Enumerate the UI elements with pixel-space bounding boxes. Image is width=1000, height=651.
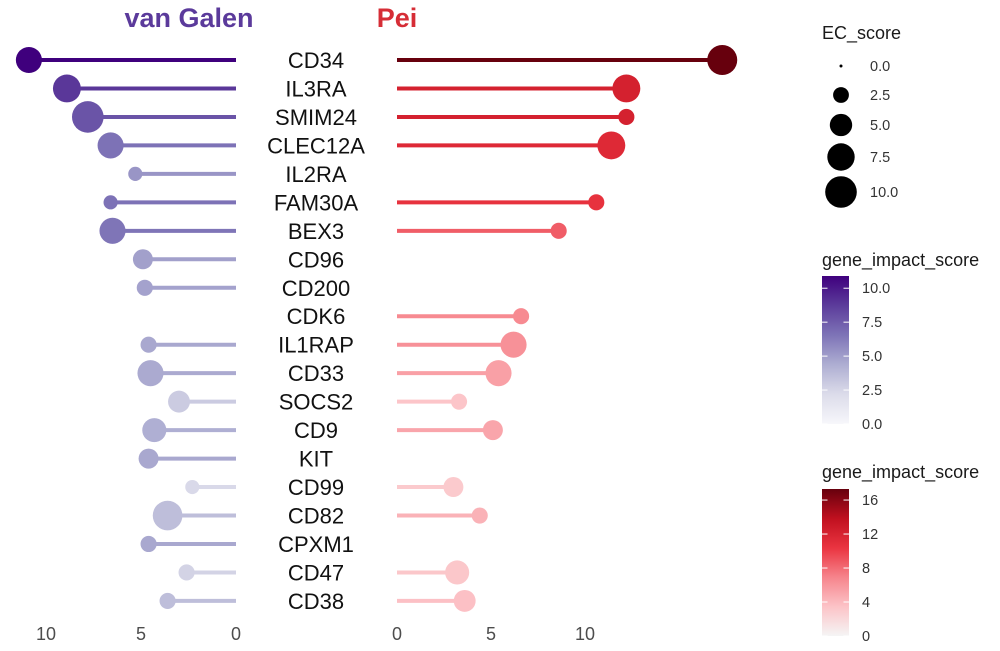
dot-van-galen-kit [138, 448, 159, 469]
legend-colorbar-label: 16 [862, 493, 878, 509]
dot-van-galen-il1rap [140, 336, 157, 353]
legend-colorbar-label: 0.0 [862, 417, 882, 433]
dot-pei-cd33 [485, 360, 512, 387]
gene-label-cd9: CD9 [294, 418, 338, 443]
legend-ec-score-key [825, 176, 857, 208]
dot-van-galen-bex3 [99, 217, 126, 244]
gene-label-cd99: CD99 [288, 475, 344, 500]
legend-gene-impact-score-van-galen: gene_impact_score 0.0 2.5 5.0 7.5 10.0 [822, 250, 979, 433]
dot-pei-cd9 [482, 420, 503, 441]
legend-title-gene-impact-score: gene_impact_score [822, 250, 979, 271]
legend-ec-score-label: 0.0 [870, 59, 890, 75]
dot-van-galen-smim24 [71, 101, 104, 133]
legend-title-gene-impact-score: gene_impact_score [822, 462, 979, 483]
legend-ec-score: EC_score 0.0 2.5 5.0 7.5 10.0 [822, 23, 901, 208]
legend-colorbar-label: 8 [862, 561, 870, 577]
dot-van-galen-cd9 [142, 418, 167, 443]
gene-label-kit: KIT [299, 447, 333, 472]
dot-pei-smim24 [618, 108, 635, 126]
legend-colorbar-label: 5.0 [862, 349, 882, 365]
dot-van-galen-il3ra [52, 74, 81, 103]
gene-label-il2ra: IL2RA [285, 162, 346, 187]
dot-pei-cd34 [707, 45, 738, 75]
gene-label-clec12a: CLEC12A [267, 133, 365, 158]
dot-pei-socs2 [450, 393, 468, 410]
legend-gene-impact-score-pei: gene_impact_score 0 4 8 12 16 [822, 462, 979, 645]
dot-van-galen-clec12a [97, 132, 124, 159]
x-tick-label-pei: 5 [486, 624, 496, 644]
dot-van-galen-cd82 [152, 500, 183, 531]
dot-van-galen-cd96 [132, 249, 153, 270]
x-tick-label-pei: 10 [575, 624, 595, 644]
gene-label-fam30a: FAM30A [274, 190, 359, 215]
x-tick-label-van-galen: 10 [36, 624, 56, 644]
gene-label-cd200: CD200 [282, 276, 350, 301]
x-tick-label-pei: 0 [392, 624, 402, 644]
dot-van-galen-il2ra [128, 166, 143, 181]
dot-van-galen-cd38 [159, 592, 176, 609]
legend-colorbar [822, 489, 849, 636]
legend-colorbar-label: 12 [862, 527, 878, 543]
gene-label-cdk6: CDK6 [287, 304, 346, 329]
gene-label-cd47: CD47 [288, 561, 344, 586]
legend-colorbar-label: 2.5 [862, 383, 882, 399]
legend-colorbar-label: 10.0 [862, 281, 890, 297]
dot-van-galen-cd200 [136, 279, 153, 296]
gene-label-cd96: CD96 [288, 247, 344, 272]
dot-pei-cd47 [445, 560, 470, 585]
gene-label-cd82: CD82 [288, 504, 344, 529]
panel-title-pei: Pei [377, 3, 418, 33]
gene-label-il1rap: IL1RAP [278, 333, 354, 358]
legend-colorbar-label: 7.5 [862, 315, 882, 331]
gene-label-cpxm1: CPXM1 [278, 532, 354, 557]
legend-ec-score-label: 2.5 [870, 88, 890, 104]
legend-colorbar-label: 4 [862, 595, 870, 611]
gene-label-cd38: CD38 [288, 589, 344, 614]
dot-van-galen-cpxm1 [140, 535, 157, 553]
dot-pei-bex3 [550, 222, 567, 239]
dot-pei-il1rap [500, 331, 527, 358]
legend-colorbar [822, 276, 849, 424]
gene-label-bex3: BEX3 [288, 219, 344, 244]
gene-label-socs2: SOCS2 [279, 390, 354, 415]
x-tick-label-van-galen: 5 [136, 624, 146, 644]
dot-van-galen-cd34 [15, 46, 42, 74]
gene-label-il3ra: IL3RA [285, 77, 346, 102]
dot-van-galen-cd99 [185, 479, 200, 495]
dot-van-galen-cd33 [137, 360, 164, 387]
legend-ec-score-key [827, 143, 855, 171]
legend-ec-score-label: 10.0 [870, 185, 898, 201]
gene-label-cd33: CD33 [288, 361, 344, 386]
lollipop-dots [15, 45, 738, 612]
gene-label-cd34: CD34 [288, 48, 344, 73]
dot-van-galen-socs2 [168, 390, 190, 413]
legend-colorbar-label: 0 [862, 629, 870, 645]
legend-ec-score-key [829, 113, 853, 137]
legend-ec-score-label: 5.0 [870, 118, 890, 134]
dot-van-galen-cd47 [178, 564, 195, 581]
dot-van-galen-fam30a [103, 195, 118, 210]
dot-pei-fam30a [588, 194, 605, 211]
gene-labels: CD34 IL3RA SMIM24 CLEC12A IL2RA FAM30A BEX3 CD9… [267, 48, 365, 614]
dot-pei-cdk6 [513, 308, 530, 325]
dot-pei-clec12a [597, 131, 626, 160]
legend-ec-score-key [839, 64, 843, 68]
dot-pei-il3ra [612, 74, 641, 103]
dot-pei-cd99 [443, 477, 464, 498]
x-tick-label-van-galen: 0 [231, 624, 241, 644]
legend-ec-score-label: 7.5 [870, 150, 890, 166]
panel-title-van-galen: van Galen [124, 3, 253, 33]
gene-label-smim24: SMIM24 [275, 105, 357, 130]
lollipop-stems [28, 58, 723, 603]
dot-pei-cd82 [471, 507, 488, 524]
legend-ec-score-key [833, 87, 849, 103]
x-axis: 10 5 0 0 5 10 [36, 624, 595, 644]
dot-pei-cd38 [453, 589, 476, 612]
legend-title-ec-score: EC_score [822, 23, 901, 44]
